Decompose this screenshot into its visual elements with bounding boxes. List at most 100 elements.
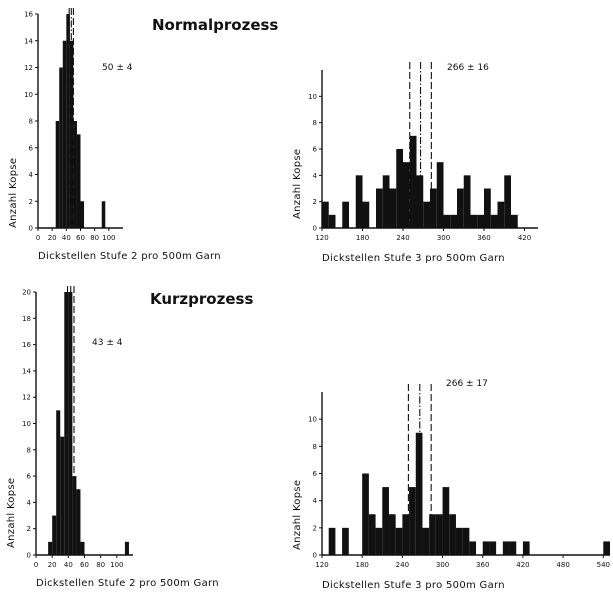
histogram-bar xyxy=(416,175,424,228)
y-tick-label: 10 xyxy=(24,91,33,99)
x-axis-label: Dickstellen Stufe 3 pro 500m Garn xyxy=(322,253,505,264)
histogram-bar xyxy=(56,410,61,555)
y-tick-label: 12 xyxy=(24,64,33,72)
y-axis-label: Anzahl Kopse xyxy=(8,158,19,228)
histogram-bar xyxy=(59,67,63,228)
x-tick-label: 240 xyxy=(396,561,409,569)
x-tick-label: 40 xyxy=(62,234,71,242)
x-tick-label: 120 xyxy=(315,234,328,242)
x-tick-label: 0 xyxy=(34,561,38,569)
histogram-bar xyxy=(368,514,376,555)
histogram-bar xyxy=(101,201,106,228)
x-tick-label: 60 xyxy=(80,561,89,569)
histogram-bar xyxy=(497,201,505,228)
x-tick-label: 420 xyxy=(516,561,529,569)
histogram-bar xyxy=(395,527,403,555)
mean-annotation: 266 ± 17 xyxy=(446,379,488,389)
histogram-bar xyxy=(76,134,81,228)
histogram-bar xyxy=(124,541,129,555)
histogram-bar xyxy=(328,214,336,228)
histogram-bar xyxy=(435,514,443,555)
histogram-bar xyxy=(415,432,423,555)
histogram-bar xyxy=(470,214,478,228)
y-tick-label: 20 xyxy=(22,289,31,297)
x-tick-label: 540 xyxy=(597,561,610,569)
histogram-bar xyxy=(430,188,437,228)
histogram-bar xyxy=(449,514,456,555)
y-tick-label: 4 xyxy=(313,497,318,505)
x-tick-label: 480 xyxy=(556,561,569,569)
x-tick-label: 100 xyxy=(110,561,123,569)
histogram-bar xyxy=(342,527,349,555)
y-tick-label: 2 xyxy=(313,524,317,532)
histogram-bar xyxy=(490,214,498,228)
histogram-bar xyxy=(62,40,67,228)
y-tick-label: 4 xyxy=(29,171,34,179)
histogram-bar xyxy=(450,214,457,228)
y-tick-label: 12 xyxy=(22,394,31,402)
y-axis-label: Anzahl Kopse xyxy=(292,480,303,550)
histogram-bar xyxy=(80,541,85,555)
y-tick-label: 8 xyxy=(29,118,33,126)
histogram-bar xyxy=(504,175,511,228)
histogram-bar xyxy=(603,541,610,555)
x-tick-label: 20 xyxy=(48,561,57,569)
x-tick-label: 420 xyxy=(518,234,531,242)
histogram-bar xyxy=(48,541,53,555)
histogram-bar xyxy=(60,436,65,555)
y-tick-label: 6 xyxy=(313,146,318,154)
histogram-bar xyxy=(489,541,497,555)
mean-annotation: 50 ± 4 xyxy=(102,63,133,73)
histogram-bar xyxy=(409,135,417,228)
histogram-bar xyxy=(396,149,403,228)
y-tick-label: 0 xyxy=(313,552,317,560)
histogram-bar xyxy=(66,14,70,228)
y-tick-label: 2 xyxy=(313,198,317,206)
histogram-bar xyxy=(477,214,484,228)
x-axis-label: Dickstellen Stufe 2 pro 500m Garn xyxy=(36,578,219,589)
histogram-bar xyxy=(355,175,363,228)
y-tick-label: 4 xyxy=(27,499,32,507)
x-tick-label: 0 xyxy=(36,234,40,242)
histogram-bar xyxy=(436,162,444,228)
histogram-bar xyxy=(442,487,450,555)
y-tick-label: 14 xyxy=(24,37,33,45)
histogram-bar xyxy=(422,527,430,555)
histogram-bar xyxy=(375,527,383,555)
histogram-bar xyxy=(509,541,517,555)
y-tick-label: 6 xyxy=(29,144,34,152)
y-tick-label: 10 xyxy=(308,416,317,424)
histogram-bar xyxy=(443,214,451,228)
histogram-bar xyxy=(402,514,410,555)
mean-annotation: 266 ± 16 xyxy=(447,63,489,73)
histogram-bar xyxy=(73,121,77,228)
x-tick-label: 180 xyxy=(355,561,368,569)
x-tick-label: 240 xyxy=(396,234,409,242)
histogram-bar xyxy=(455,527,463,555)
histogram-bar xyxy=(502,541,510,555)
histogram-bar xyxy=(64,292,69,555)
x-tick-label: 120 xyxy=(315,561,328,569)
x-axis-label: Dickstellen Stufe 2 pro 500m Garn xyxy=(38,251,221,262)
x-tick-label: 360 xyxy=(476,561,489,569)
x-tick-label: 20 xyxy=(48,234,57,242)
histogram-bar xyxy=(362,201,370,228)
y-tick-label: 2 xyxy=(27,525,31,533)
y-tick-label: 10 xyxy=(308,93,317,101)
y-tick-label: 8 xyxy=(27,446,31,454)
panel-short-stage2: Kurzprozess 43 ± 4 Anzahl Kopse Dickstel… xyxy=(6,286,253,589)
panel-title: Kurzprozess xyxy=(150,290,253,308)
x-tick-label: 80 xyxy=(90,234,99,242)
x-tick-label: 300 xyxy=(437,234,450,242)
histogram-bar xyxy=(409,487,416,555)
y-tick-label: 2 xyxy=(29,198,33,206)
histogram-bar xyxy=(463,175,471,228)
y-tick-label: 8 xyxy=(313,119,317,127)
panel-short-stage3: 266 ± 17 Anzahl Kopse Dickstellen Stufe … xyxy=(292,379,610,591)
y-tick-label: 10 xyxy=(22,420,31,428)
histogram-bar xyxy=(511,214,518,228)
y-tick-label: 14 xyxy=(22,367,31,375)
histogram-bar xyxy=(469,541,477,555)
x-tick-label: 300 xyxy=(436,561,449,569)
y-tick-label: 6 xyxy=(313,470,318,478)
